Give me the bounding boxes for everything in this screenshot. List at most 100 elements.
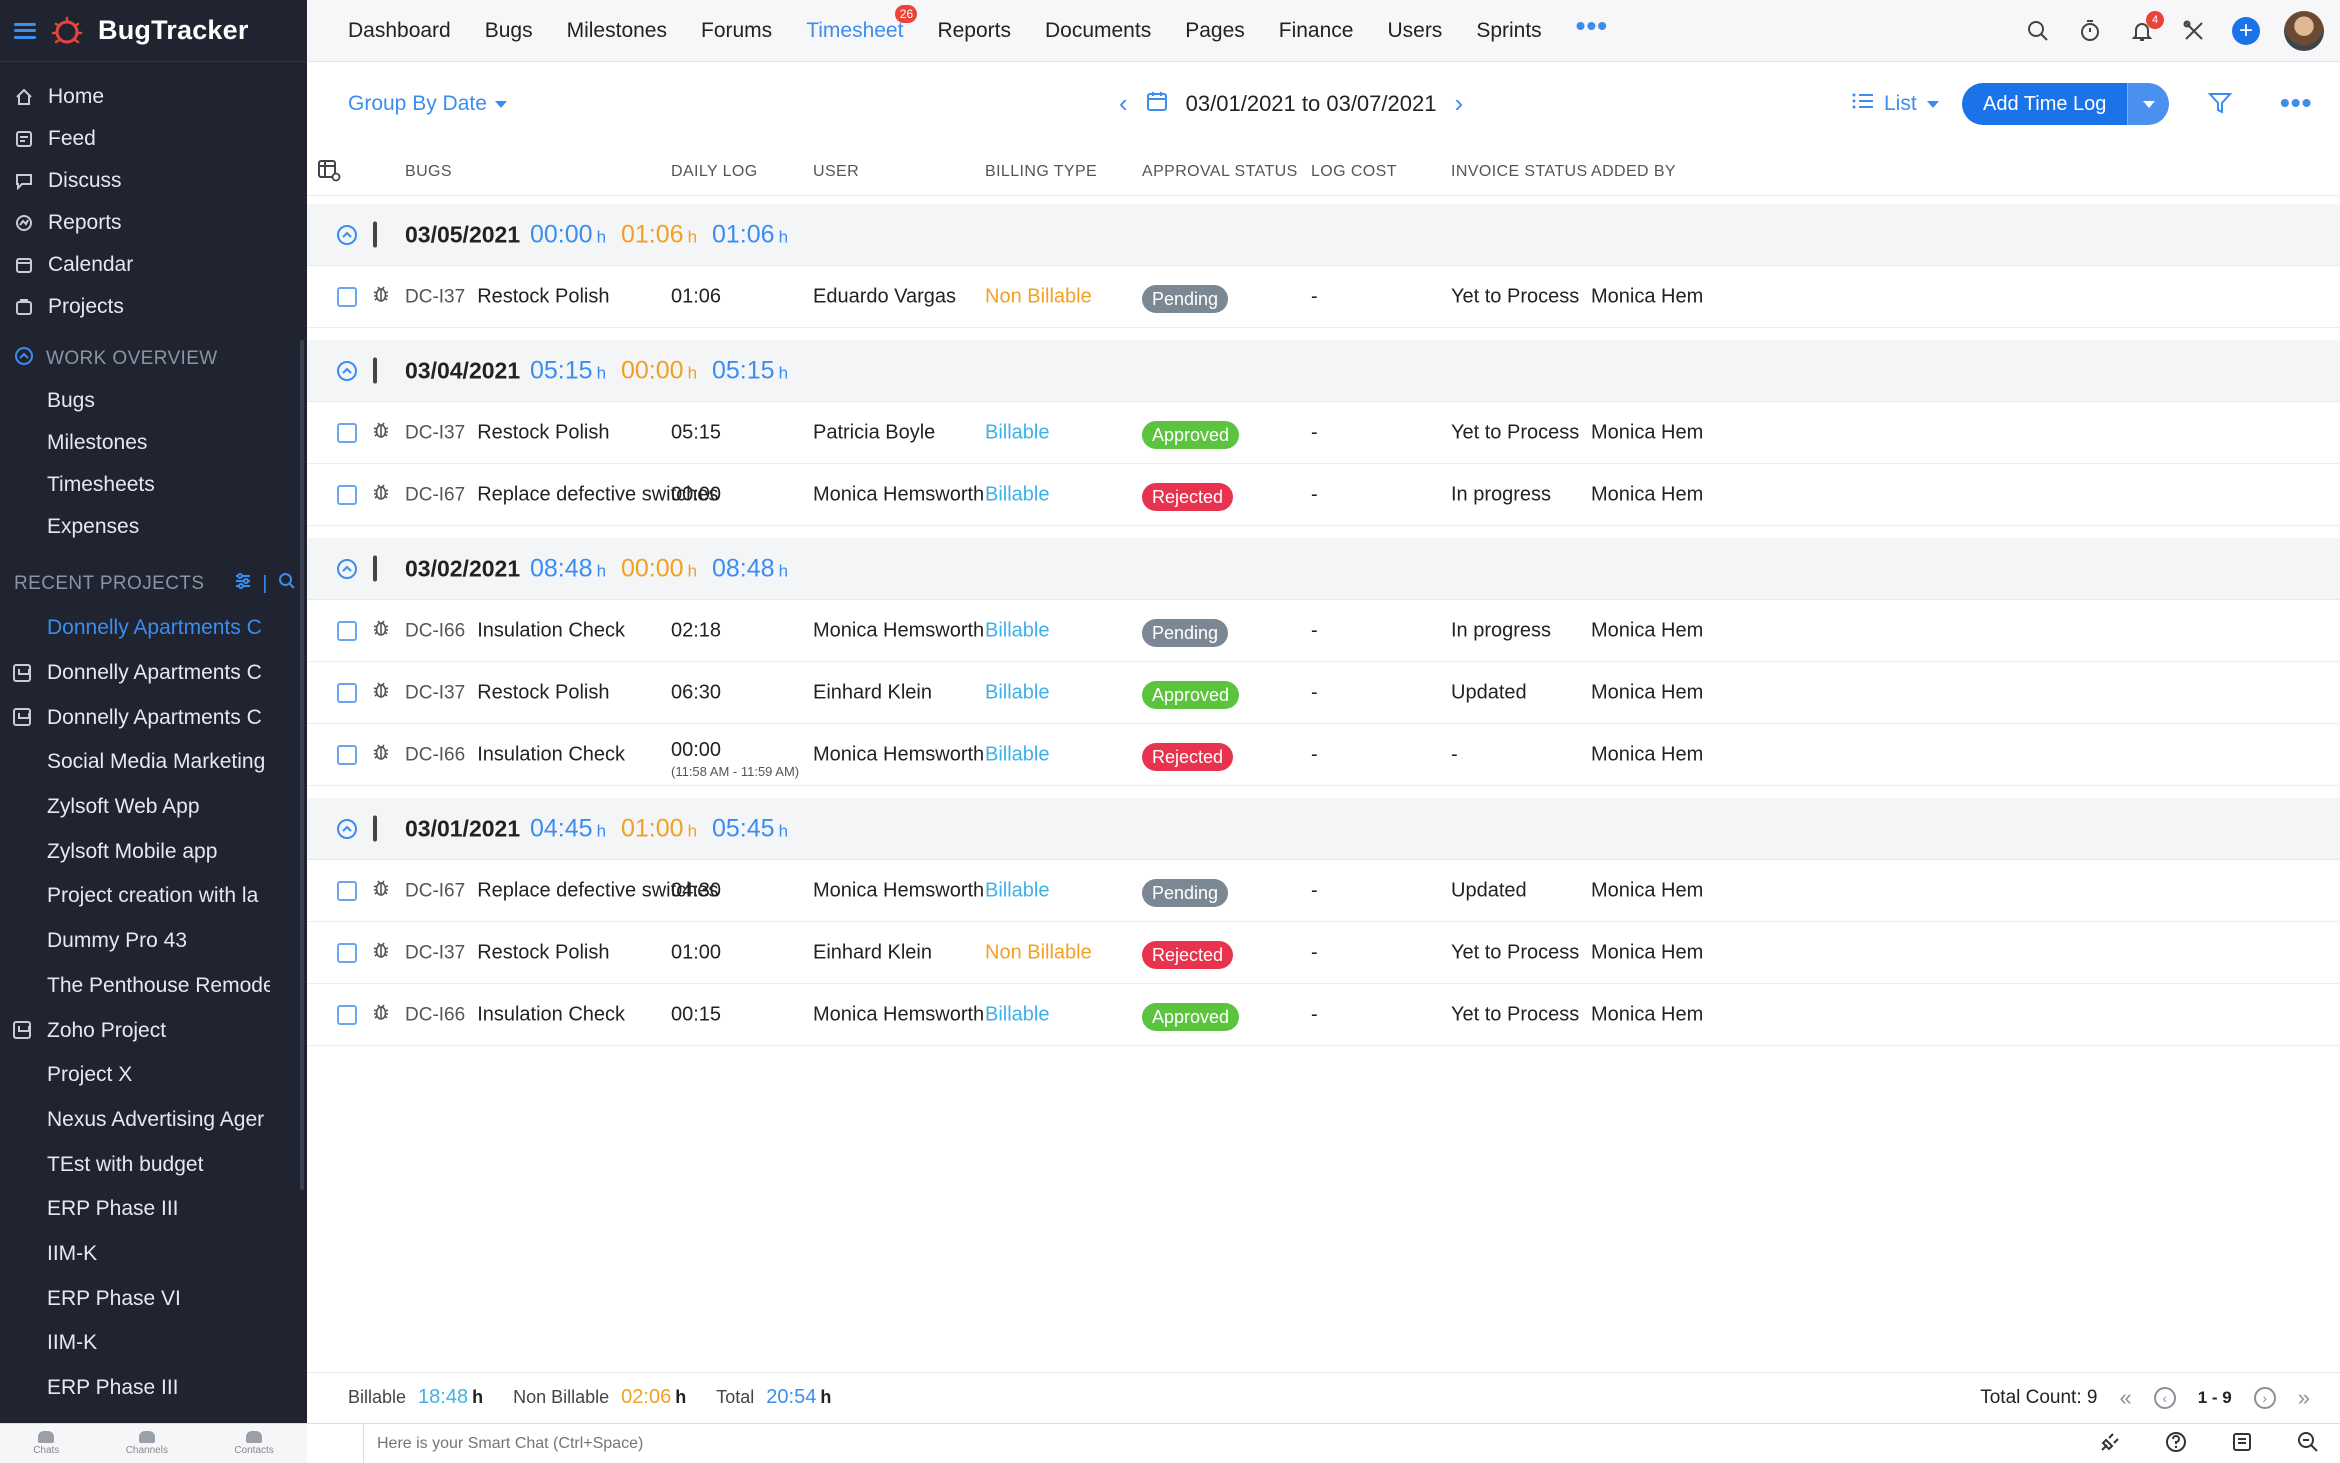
- bug-id[interactable]: DC-I37: [405, 286, 466, 307]
- bug-title[interactable]: Restock Polish: [477, 421, 610, 443]
- bug-title[interactable]: Insulation Check: [477, 1003, 626, 1025]
- approval-status[interactable]: Pending: [1142, 618, 1229, 647]
- row-checkbox[interactable]: [337, 484, 357, 505]
- sidebar-item-home[interactable]: Home: [0, 76, 307, 118]
- column-header[interactable]: LOG COST: [1311, 162, 1397, 180]
- bug-id[interactable]: DC-I67: [405, 484, 466, 505]
- tab-forums[interactable]: Forums: [701, 19, 772, 43]
- bug-id[interactable]: DC-I67: [405, 880, 466, 901]
- recent-project-item[interactable]: IIM-K: [0, 1321, 270, 1366]
- collapse-group-icon[interactable]: [337, 360, 357, 381]
- table-row[interactable]: DC-I66 Insulation Check 00:00 (11:58 AM - 1…: [307, 724, 2340, 786]
- next-page-icon[interactable]: ›: [2253, 1387, 2276, 1409]
- more-options-icon[interactable]: •••: [2280, 87, 2313, 118]
- chats-button[interactable]: Chats: [33, 1431, 59, 1456]
- row-checkbox[interactable]: [337, 942, 357, 963]
- tab-documents[interactable]: Documents: [1045, 19, 1151, 43]
- add-icon[interactable]: +: [2232, 17, 2260, 45]
- tab-sprints[interactable]: Sprints: [1476, 19, 1541, 43]
- recent-project-item[interactable]: Social Media Marketing: [0, 740, 270, 785]
- sidebar-item-bugs[interactable]: Bugs: [47, 389, 95, 412]
- smart-chat-input[interactable]: [377, 1434, 1177, 1453]
- collapse-group-icon[interactable]: [337, 818, 357, 839]
- row-checkbox[interactable]: [337, 620, 357, 641]
- recent-project-item[interactable]: Nexus Advertising Ager: [0, 1098, 270, 1143]
- recent-project-item[interactable]: Project X: [0, 1053, 270, 1098]
- sidebar-item-milestones[interactable]: Milestones: [47, 431, 148, 454]
- zoom-search-icon[interactable]: [2296, 1430, 2320, 1459]
- column-settings-icon[interactable]: [317, 158, 341, 187]
- user-name[interactable]: Monica Hemsworth: [813, 743, 985, 765]
- first-page-icon[interactable]: «: [2119, 1385, 2132, 1410]
- sidebar-item-expenses[interactable]: Expenses: [47, 515, 140, 538]
- add-time-log-button[interactable]: Add Time Log: [1962, 83, 2128, 125]
- bug-cell[interactable]: DC-I67 Replace defective switches: [405, 879, 718, 902]
- table-row[interactable]: DC-I37 Restock Polish 06:30 Einhard Klein Bi…: [307, 662, 2340, 724]
- approval-status[interactable]: Approved: [1142, 1002, 1240, 1031]
- recent-project-item[interactable]: Donnelly Apartments C: [0, 695, 270, 740]
- bug-id[interactable]: DC-I37: [405, 942, 466, 963]
- bug-cell[interactable]: DC-I37 Restock Polish: [405, 421, 609, 444]
- tab-dashboard[interactable]: Dashboard: [348, 19, 451, 43]
- work-overview-header[interactable]: WORK OVERVIEW: [0, 338, 307, 380]
- recent-project-item[interactable]: Zylsoft Mobile app: [0, 829, 270, 874]
- bug-title[interactable]: Restock Polish: [477, 941, 610, 963]
- contacts-button[interactable]: Contacts: [234, 1431, 274, 1456]
- table-row[interactable]: DC-I66 Insulation Check 00:15 Monica Hemswo…: [307, 984, 2340, 1046]
- recent-project-item[interactable]: ERP Phase III: [0, 1366, 270, 1411]
- column-header[interactable]: INVOICE STATUS: [1451, 162, 1588, 180]
- column-header[interactable]: APPROVAL STATUS: [1142, 162, 1298, 180]
- bug-id[interactable]: DC-I37: [405, 422, 466, 443]
- table-row[interactable]: DC-I37 Restock Polish 05:15 Patricia Boyle B…: [307, 402, 2340, 464]
- chevron-right-icon[interactable]: ›: [1454, 88, 1464, 118]
- approval-status[interactable]: Rejected: [1142, 940, 1234, 969]
- user-name[interactable]: Monica Hemsworth: [813, 1003, 985, 1025]
- recent-project-item[interactable]: The Penthouse Remode: [0, 964, 270, 1009]
- recent-project-item[interactable]: TEst with budget: [0, 1142, 270, 1187]
- more-tabs-icon[interactable]: •••: [1575, 9, 1609, 41]
- date-range[interactable]: 03/01/2021 to 03/07/2021: [1185, 90, 1437, 116]
- prev-page-icon[interactable]: ‹: [2153, 1387, 2176, 1409]
- filter-settings-icon[interactable]: [234, 572, 252, 596]
- recent-project-item[interactable]: Dummy Pro 43: [0, 919, 270, 964]
- bug-id[interactable]: DC-I66: [405, 620, 466, 641]
- user-name[interactable]: Monica Hemsworth: [813, 619, 985, 641]
- sidebar-item-projects[interactable]: Projects: [0, 286, 307, 328]
- tab-users[interactable]: Users: [1387, 19, 1442, 43]
- row-checkbox[interactable]: [337, 286, 357, 307]
- approval-status[interactable]: Pending: [1142, 878, 1229, 907]
- tab-timesheet[interactable]: Timesheet 26: [806, 4, 918, 43]
- bug-title[interactable]: Restock Polish: [477, 285, 610, 307]
- row-checkbox[interactable]: [337, 744, 357, 765]
- view-dropdown[interactable]: List: [1852, 92, 1939, 116]
- recent-project-item[interactable]: IIM-K: [0, 1232, 270, 1277]
- table-row[interactable]: DC-I67 Replace defective switches 00:00 Mon…: [307, 464, 2340, 526]
- help-icon[interactable]: [2164, 1430, 2188, 1459]
- plug-icon[interactable]: [2098, 1430, 2122, 1459]
- recent-project-item[interactable]: Donnelly Apartments C: [0, 606, 270, 651]
- bug-title[interactable]: Replace defective switches: [477, 879, 719, 901]
- calendar-picker-icon[interactable]: [1146, 90, 1168, 118]
- table-row[interactable]: DC-I66 Insulation Check 02:18 Monica Hemswo…: [307, 600, 2340, 662]
- menu-icon[interactable]: [14, 22, 36, 39]
- column-header[interactable]: BUGS: [405, 162, 452, 180]
- column-header[interactable]: ADDED BY: [1591, 162, 1676, 180]
- bug-title[interactable]: Insulation Check: [477, 743, 626, 765]
- channels-button[interactable]: Channels: [126, 1431, 168, 1456]
- collapse-group-icon[interactable]: [337, 224, 357, 245]
- recent-project-item[interactable]: Donnelly Apartments C: [0, 651, 270, 696]
- search-icon[interactable]: [278, 572, 296, 596]
- user-name[interactable]: Einhard Klein: [813, 941, 932, 963]
- bell-icon[interactable]: 4: [2128, 11, 2164, 45]
- approval-status[interactable]: Rejected: [1142, 482, 1234, 511]
- tab-reports[interactable]: Reports: [937, 19, 1011, 43]
- recent-project-item[interactable]: ERP Phase III: [0, 1187, 270, 1232]
- sidebar-scrollbar[interactable]: [300, 340, 304, 1190]
- bug-cell[interactable]: DC-I37 Restock Polish: [405, 941, 609, 964]
- recent-project-item[interactable]: Project creation with la: [0, 874, 270, 919]
- bug-cell[interactable]: DC-I66 Insulation Check: [405, 1003, 625, 1026]
- bug-id[interactable]: DC-I37: [405, 682, 466, 703]
- tools-icon[interactable]: [2180, 17, 2208, 45]
- row-checkbox[interactable]: [337, 682, 357, 703]
- notes-icon[interactable]: [2230, 1430, 2254, 1459]
